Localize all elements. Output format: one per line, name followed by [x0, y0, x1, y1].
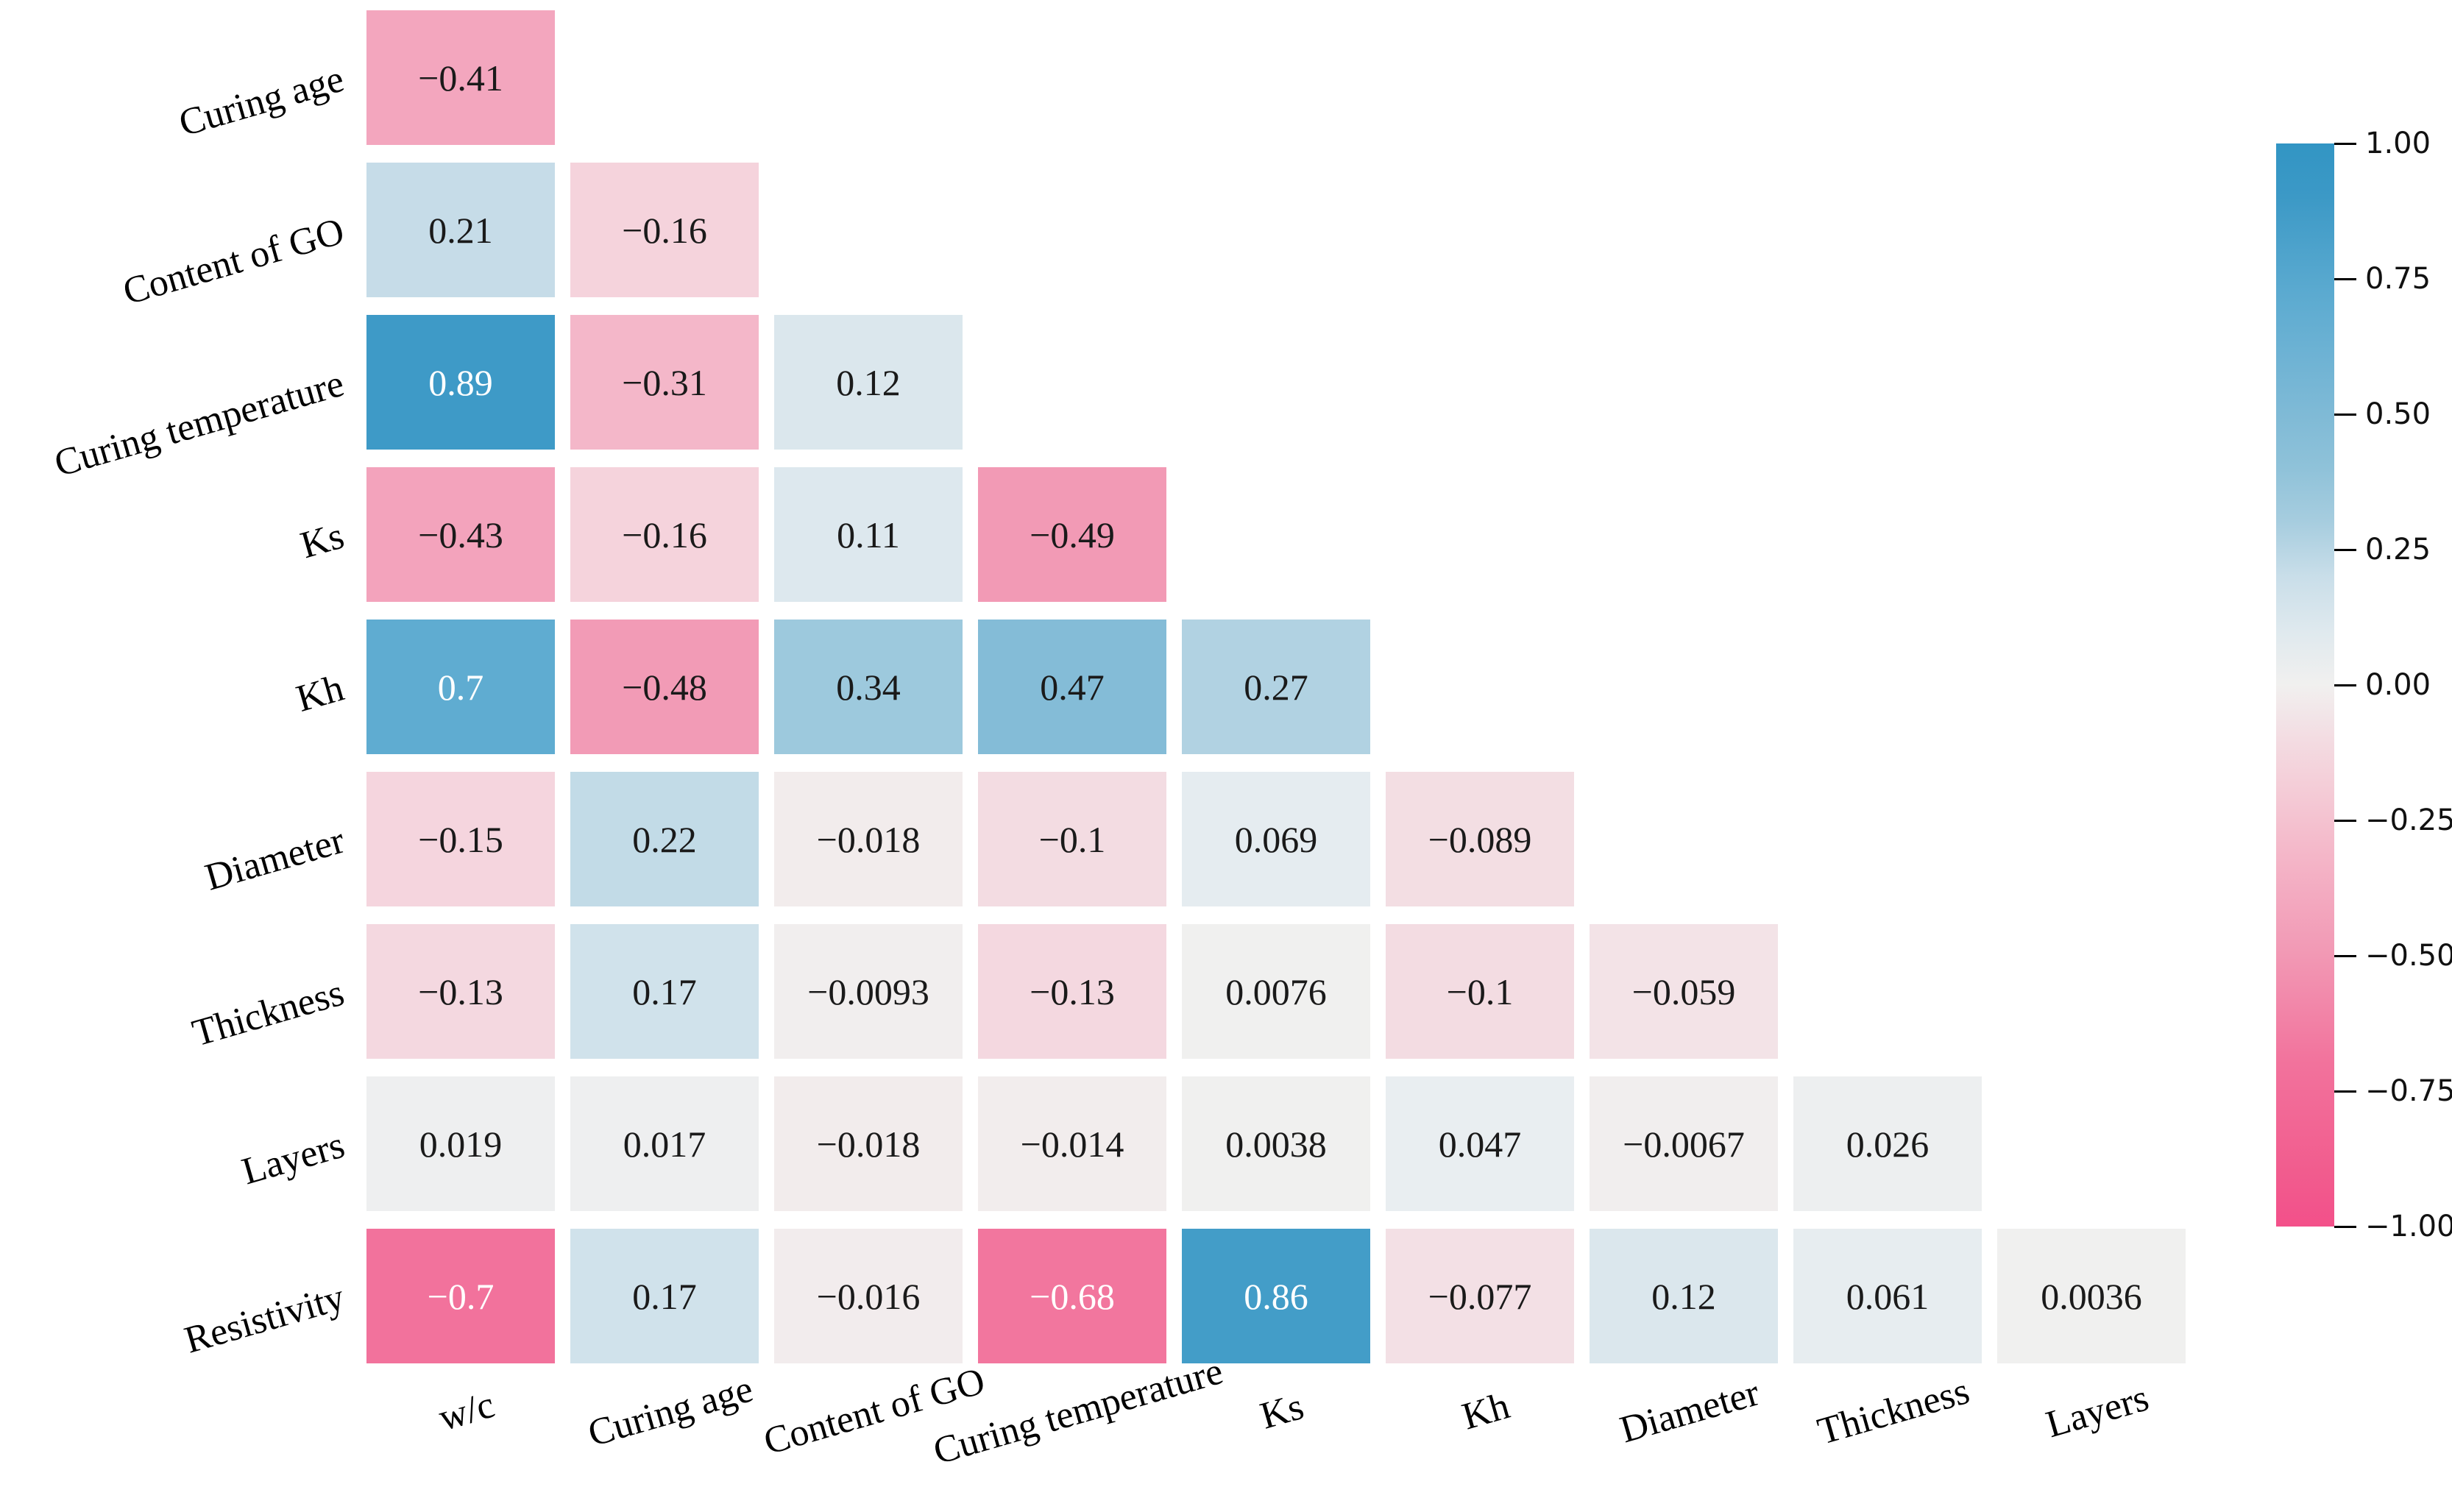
heatmap-cell: −0.49 [978, 467, 1166, 602]
colorbar-tick-label: −0.75 [2365, 1074, 2452, 1108]
x-tick-label: w/c [434, 1383, 500, 1440]
colorbar-tick-label: −1.00 [2365, 1210, 2452, 1243]
heatmap-cell: 0.047 [1386, 1076, 1574, 1211]
heatmap-cell: 0.27 [1182, 620, 1370, 754]
heatmap-cell: 0.12 [1590, 1229, 1778, 1363]
heatmap-cell: 0.17 [570, 924, 759, 1059]
heatmap-cell: −0.014 [978, 1076, 1166, 1211]
colorbar-tick [2334, 954, 2356, 957]
heatmap-cell: 0.86 [1182, 1229, 1370, 1363]
x-tick-label: Layers [2041, 1377, 2153, 1447]
y-tick-label: Resistivity [180, 1276, 349, 1362]
y-tick-label: Curing temperature [50, 362, 349, 485]
heatmap-cell: 0.17 [570, 1229, 759, 1363]
colorbar-tick-label: 0.25 [2365, 533, 2431, 567]
heatmap-cell: 0.21 [366, 163, 555, 297]
heatmap-cell: 0.34 [774, 620, 963, 754]
colorbar-tick [2334, 142, 2356, 145]
colorbar-tick [2334, 413, 2356, 416]
heatmap-cell: −0.018 [774, 1076, 963, 1211]
colorbar-tick [2334, 1225, 2356, 1228]
colorbar-tick-label: 0.75 [2365, 262, 2431, 296]
colorbar-tick-label: −0.25 [2365, 803, 2452, 837]
heatmap-cell: −0.43 [366, 467, 555, 602]
x-tick-label: Diameter [1615, 1371, 1764, 1452]
heatmap-cell: 0.47 [978, 620, 1166, 754]
heatmap-cell: 0.22 [570, 772, 759, 906]
colorbar-tick [2334, 277, 2356, 280]
heatmap-cell: −0.0067 [1590, 1076, 1778, 1211]
heatmap-cell: −0.41 [366, 10, 555, 145]
heatmap-cell: 0.019 [366, 1076, 555, 1211]
heatmap-cell: 0.0076 [1182, 924, 1370, 1059]
heatmap-cell: −0.13 [366, 924, 555, 1059]
heatmap-cell: −0.1 [1386, 924, 1574, 1059]
y-tick-label: Kh [292, 667, 349, 720]
heatmap-cell: 0.7 [366, 620, 555, 754]
colorbar-tick-label: 0.50 [2365, 397, 2431, 431]
colorbar-tick-label: 0.00 [2365, 668, 2431, 702]
y-tick-label: Content of GO [118, 210, 349, 313]
heatmap-cell: 0.11 [774, 467, 963, 602]
heatmap-cell: −0.16 [570, 163, 759, 297]
colorbar-tick [2334, 1090, 2356, 1093]
colorbar-tick-label: −0.50 [2365, 939, 2452, 973]
x-tick-label: Thickness [1813, 1369, 1974, 1453]
colorbar-tick-label: 1.00 [2365, 127, 2431, 160]
heatmap-cell: −0.68 [978, 1229, 1166, 1363]
heatmap-cell: −0.7 [366, 1229, 555, 1363]
heatmap-cell: −0.059 [1590, 924, 1778, 1059]
colorbar-gradient [2276, 143, 2334, 1227]
y-tick-label: Thickness [188, 971, 349, 1055]
x-tick-label: Ks [1255, 1385, 1308, 1438]
y-tick-label: Ks [296, 514, 349, 567]
heatmap-cell: 0.0036 [1997, 1229, 2186, 1363]
heatmap-cell: 0.026 [1793, 1076, 1982, 1211]
heatmap-cell: −0.16 [570, 467, 759, 602]
heatmap-cell: −0.0093 [774, 924, 963, 1059]
y-tick-label: Diameter [200, 819, 349, 899]
x-tick-label: Curing age [583, 1368, 758, 1455]
heatmap-cell: −0.018 [774, 772, 963, 906]
heatmap-cell: 0.12 [774, 315, 963, 450]
colorbar-tick [2334, 819, 2356, 822]
heatmap-cell: 0.069 [1182, 772, 1370, 906]
heatmap-cell: −0.089 [1386, 772, 1574, 906]
heatmap-cell: −0.13 [978, 924, 1166, 1059]
heatmap-cell: 0.89 [366, 315, 555, 450]
x-tick-label: Kh [1457, 1385, 1514, 1438]
colorbar-tick [2334, 548, 2356, 551]
heatmap-cell: −0.016 [774, 1229, 963, 1363]
y-tick-label: Layers [237, 1124, 349, 1193]
heatmap-cell: 0.017 [570, 1076, 759, 1211]
heatmap-cell: −0.1 [978, 772, 1166, 906]
heatmap-cell: −0.15 [366, 772, 555, 906]
heatmap-cell: 0.061 [1793, 1229, 1982, 1363]
heatmap-cell: 0.0038 [1182, 1076, 1370, 1211]
y-tick-label: Curing age [174, 57, 349, 145]
colorbar-tick [2334, 684, 2356, 686]
heatmap-cell: −0.48 [570, 620, 759, 754]
heatmap-cell: −0.31 [570, 315, 759, 450]
heatmap-cell: −0.077 [1386, 1229, 1574, 1363]
